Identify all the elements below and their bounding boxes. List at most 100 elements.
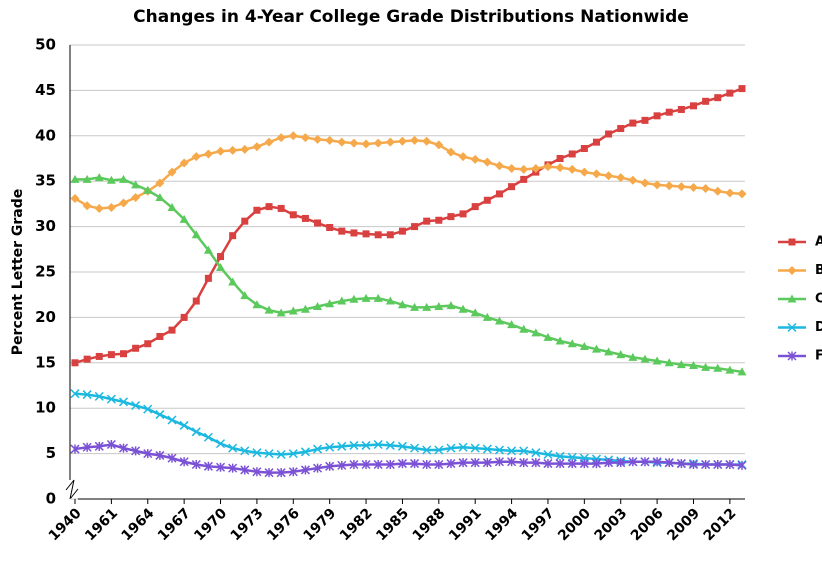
marker [95, 352, 103, 360]
x-tick-label: 1997 [519, 505, 558, 544]
marker [411, 223, 419, 231]
marker [555, 459, 565, 469]
marker [179, 214, 189, 223]
marker [179, 420, 189, 430]
marker [629, 119, 637, 127]
marker [713, 459, 723, 470]
marker [385, 459, 395, 470]
marker [325, 135, 335, 145]
marker [288, 449, 298, 459]
marker [203, 461, 213, 471]
marker [264, 305, 274, 314]
marker [458, 152, 468, 162]
marker [191, 152, 201, 162]
marker [94, 203, 104, 213]
series-line [74, 87, 743, 364]
marker [313, 463, 323, 473]
y-tick-label: 10 [35, 399, 56, 417]
marker [567, 164, 577, 174]
marker [507, 457, 517, 467]
marker [664, 358, 674, 367]
marker [617, 125, 625, 133]
marker [349, 138, 359, 148]
marker [520, 175, 528, 183]
marker [264, 449, 274, 459]
legend-label: B [815, 263, 822, 278]
marker [349, 459, 359, 470]
marker [664, 458, 674, 468]
marker [482, 444, 492, 454]
marker [228, 463, 238, 473]
marker [398, 227, 406, 235]
marker [605, 130, 613, 138]
marker [106, 439, 116, 450]
marker [300, 465, 310, 475]
y-axis-label: Percent Letter Grade [10, 189, 26, 355]
marker [203, 245, 213, 254]
marker [677, 105, 685, 113]
legend-label: D [815, 320, 822, 335]
marker [361, 139, 371, 149]
marker [191, 230, 201, 239]
marker [591, 459, 602, 469]
marker [94, 441, 104, 451]
marker [288, 467, 298, 477]
marker [738, 85, 746, 93]
marker [676, 459, 686, 469]
marker [373, 439, 383, 450]
legend-label: F [815, 349, 822, 364]
marker [70, 174, 80, 183]
marker [640, 178, 650, 188]
marker [725, 459, 735, 470]
marker [556, 155, 564, 162]
marker [314, 219, 322, 227]
marker [397, 441, 407, 451]
marker [386, 231, 394, 239]
marker [555, 163, 565, 173]
x-tick-label: 1940 [46, 505, 85, 544]
marker [567, 339, 577, 348]
marker [470, 154, 480, 164]
marker [192, 297, 200, 305]
marker [180, 313, 188, 321]
marker [580, 145, 588, 153]
marker [385, 440, 395, 450]
marker [422, 302, 432, 311]
x-tick-label: 1967 [155, 505, 194, 544]
marker [361, 440, 371, 450]
marker [494, 161, 504, 171]
marker [507, 446, 517, 456]
marker [470, 443, 480, 453]
marker [155, 178, 165, 188]
x-tick-label: 1964 [119, 505, 158, 544]
marker [591, 344, 601, 353]
marker [229, 232, 237, 240]
marker [458, 442, 468, 452]
marker [82, 442, 92, 452]
marker [167, 167, 177, 177]
marker [300, 133, 310, 143]
marker [652, 457, 662, 467]
marker [276, 308, 286, 317]
x-tick-label: 1976 [264, 505, 303, 544]
y-tick-label: 30 [35, 217, 56, 235]
marker [264, 137, 274, 147]
marker [300, 447, 310, 457]
marker [604, 347, 614, 356]
marker [106, 175, 116, 184]
marker [702, 97, 710, 105]
marker [361, 459, 371, 470]
x-tick-label: 2009 [664, 505, 703, 544]
marker [519, 446, 529, 456]
y-tick-label: 40 [35, 126, 56, 144]
marker [119, 174, 129, 183]
marker [337, 441, 347, 451]
marker [94, 173, 104, 182]
marker [543, 449, 553, 460]
marker [373, 293, 383, 302]
x-tick-label: 1994 [482, 505, 521, 544]
marker [215, 462, 226, 472]
marker [252, 300, 262, 309]
marker [664, 181, 674, 191]
legend-label: C [815, 292, 822, 307]
